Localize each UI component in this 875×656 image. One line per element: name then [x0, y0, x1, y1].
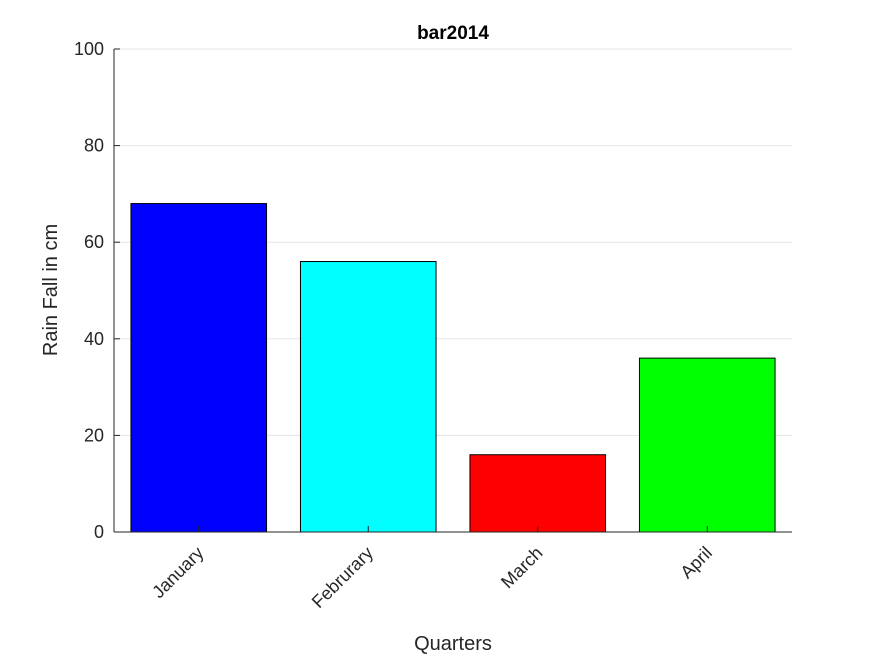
- y-tick-label: 100: [74, 39, 104, 59]
- x-axis-label: Quarters: [414, 633, 492, 655]
- bar-march: [469, 454, 607, 533]
- y-tick-label: 60: [84, 232, 104, 252]
- y-ticks: 0 20 40 60 80 100: [74, 39, 120, 542]
- y-tick-label: 80: [84, 136, 104, 156]
- bar-februrary: [299, 261, 437, 533]
- bar-april: [638, 357, 776, 533]
- y-tick-label: 0: [94, 522, 104, 542]
- y-axis-label: Rain Fall in cm: [40, 224, 62, 356]
- axes: [113, 49, 792, 533]
- bar-january: [130, 203, 268, 533]
- y-tick-label: 40: [84, 329, 104, 349]
- bars: [130, 203, 776, 533]
- y-tick-label: 20: [84, 425, 104, 445]
- chart-title: bar2014: [417, 23, 489, 44]
